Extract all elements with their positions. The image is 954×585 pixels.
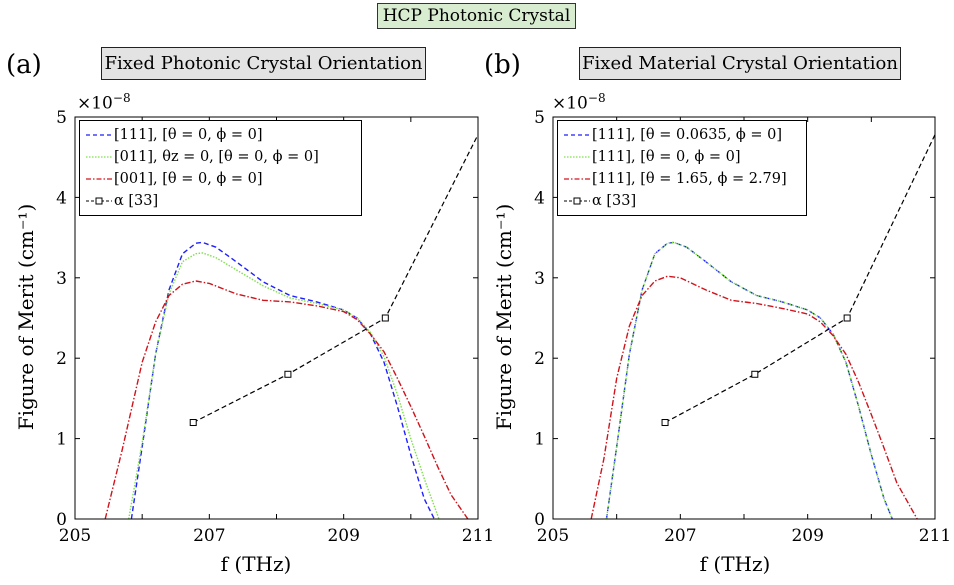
legend-entry: [111], [θ = 0, ϕ = 0] xyxy=(86,124,355,146)
y-tick-label: 1 xyxy=(534,430,545,450)
legend-label: [001], [θ = 0, ϕ = 0] xyxy=(114,171,263,187)
figure-banner: HCP Photonic Crystal xyxy=(377,3,576,29)
series-line-a-2 xyxy=(104,280,469,519)
panel-a-legend: [111], [θ = 0, ϕ = 0] [011], θz = 0, [θ … xyxy=(79,120,362,216)
series-line-b-0 xyxy=(605,241,893,519)
legend-swatch xyxy=(564,174,590,184)
x-tick-label: 209 xyxy=(327,526,359,546)
y-tick-label: 3 xyxy=(56,269,67,289)
y-tick-label: 4 xyxy=(534,188,545,208)
series-line-b-3 xyxy=(664,134,935,424)
panel-b-xlabel: f (THz) xyxy=(699,552,771,576)
legend-label: [111], [θ = 0, ϕ = 0] xyxy=(592,149,741,165)
series-line-a-1 xyxy=(128,252,440,519)
legend-label: [111], [θ = 0.0635, ϕ = 0] xyxy=(592,127,783,143)
panel-b-exponent: ×10−8 xyxy=(552,91,606,114)
y-tick-label: 3 xyxy=(534,269,545,289)
data-point-marker xyxy=(843,314,851,322)
y-tick-label: 0 xyxy=(56,510,67,530)
panel-a-title: Fixed Photonic Crystal Orientation xyxy=(101,47,426,80)
y-tick-label: 2 xyxy=(56,349,67,369)
legend-entry: [111], [θ = 1.65, ϕ = 2.79] xyxy=(564,168,800,190)
data-point-marker xyxy=(381,314,389,322)
series-line-b-1 xyxy=(605,241,893,519)
panel-a-letter: (a) xyxy=(6,50,42,80)
plot-area-a: 205 207 209 211 0 1 2 3 4 5 xyxy=(56,108,494,546)
legend-swatch xyxy=(564,130,590,140)
x-tick-label: 207 xyxy=(664,526,696,546)
legend-swatch xyxy=(564,152,590,162)
legend-swatch xyxy=(86,196,112,206)
legend-label: α [33] xyxy=(114,193,159,209)
panel-a-xlabel: f (THz) xyxy=(220,552,292,576)
legend-swatch xyxy=(564,196,590,206)
legend-entry: [001], [θ = 0, ϕ = 0] xyxy=(86,168,355,190)
x-tick-label: 205 xyxy=(59,526,91,546)
legend-entry: α [33] xyxy=(86,190,355,212)
y-tick-label: 4 xyxy=(56,188,67,208)
legend-swatch xyxy=(86,152,112,162)
legend-label: [111], [θ = 0, ϕ = 0] xyxy=(114,127,263,143)
y-tick-label: 2 xyxy=(534,349,545,369)
legend-swatch xyxy=(86,130,112,140)
legend-label: α [33] xyxy=(592,193,637,209)
legend-swatch xyxy=(86,174,112,184)
legend-entry: α [33] xyxy=(564,190,800,212)
legend-entry: [011], θz = 0, [θ = 0, ϕ = 0] xyxy=(86,146,355,168)
y-tick-label: 5 xyxy=(56,108,67,128)
data-point-marker xyxy=(189,419,197,427)
legend-entry: [111], [θ = 0, ϕ = 0] xyxy=(564,146,800,168)
panel-b-ylabel: Figure of Merit (cm⁻¹) xyxy=(492,203,516,431)
x-tick-label: 209 xyxy=(791,526,823,546)
legend-label: [111], [θ = 1.65, ϕ = 2.79] xyxy=(592,171,787,187)
panel-a-ylabel: Figure of Merit (cm⁻¹) xyxy=(14,203,38,431)
x-tick-label: 205 xyxy=(537,526,569,546)
series-line-a-3 xyxy=(192,134,478,424)
panel-b-legend: [111], [θ = 0.0635, ϕ = 0] [111], [θ = 0… xyxy=(557,120,807,216)
panel-a-exponent: ×10−8 xyxy=(77,91,131,114)
y-tick-label: 1 xyxy=(56,430,67,450)
x-tick-label: 211 xyxy=(919,526,951,546)
plot-area-b: 205 207 209 211 0 1 2 3 4 5 xyxy=(534,108,951,546)
data-point-marker xyxy=(661,419,669,427)
y-tick-label: 5 xyxy=(534,108,545,128)
y-tick-label: 0 xyxy=(534,510,545,530)
legend-label: [011], θz = 0, [θ = 0, ϕ = 0] xyxy=(114,149,319,165)
data-point-marker xyxy=(751,370,759,378)
panel-b-title: Fixed Material Crystal Orientation xyxy=(579,47,901,80)
data-point-marker xyxy=(284,370,292,378)
series-line-b-2 xyxy=(590,275,918,519)
x-tick-label: 207 xyxy=(193,526,225,546)
series-line-a-0 xyxy=(130,241,435,519)
x-tick-label: 211 xyxy=(462,526,494,546)
legend-entry: [111], [θ = 0.0635, ϕ = 0] xyxy=(564,124,800,146)
panel-b-letter: (b) xyxy=(484,50,521,80)
